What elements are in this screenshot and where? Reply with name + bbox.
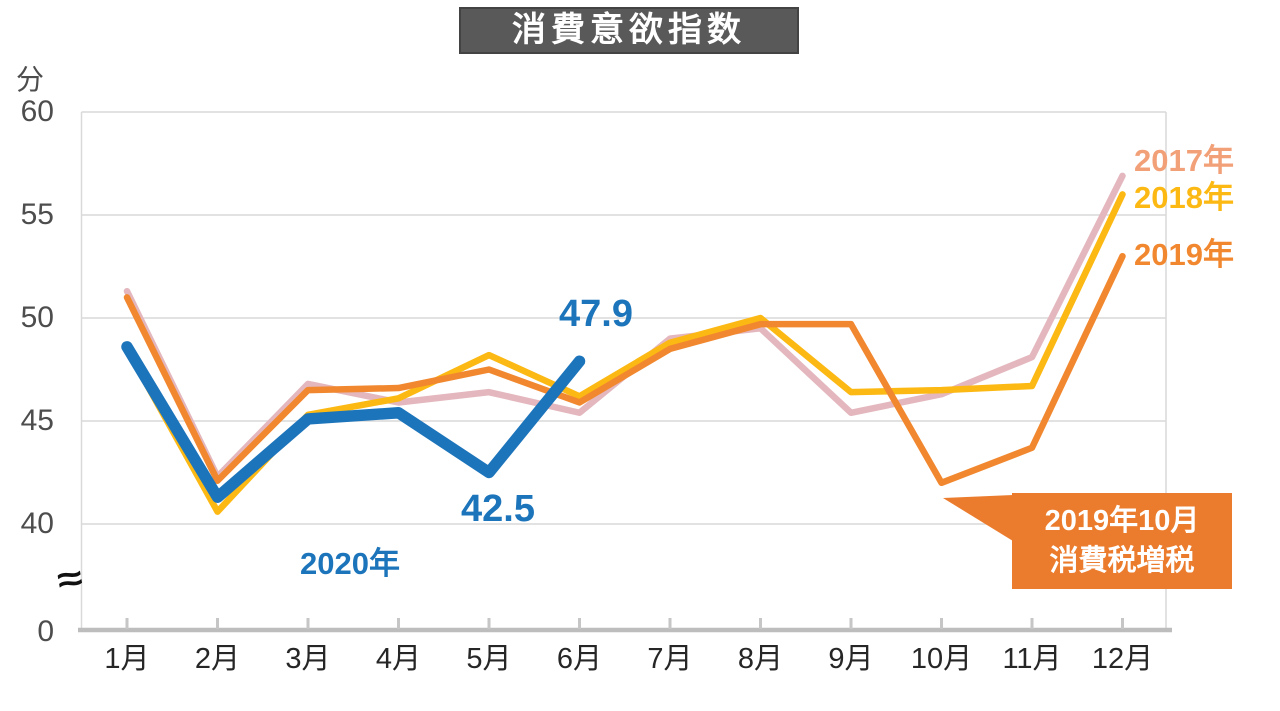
legend-2019: 2019年 [1134,237,1234,272]
x-axis-label-9: 9月 [828,643,874,675]
legend-2017: 2017年 [1134,143,1234,178]
x-axis-label-1: 1月 [104,643,150,675]
y-axis-label-50: 50 [20,301,54,334]
x-axis-label-6: 6月 [556,643,603,675]
x-axis-label-5: 5月 [466,643,512,675]
x-axis-label-4: 4月 [375,643,422,675]
series-line-2019 [123,252,1126,487]
callout-line1: 2019年10月 [1044,505,1200,537]
series-line-2020 [121,341,586,503]
point-label-may-2020: 42.5 [461,488,535,530]
y-axis-label-45: 45 [20,404,54,437]
y-axis-label-60: 60 [20,95,54,128]
x-axis-label-3: 3月 [285,643,331,675]
chart-title: 消費意欲指数 [459,7,799,54]
x-axis-label-8: 8月 [737,643,784,675]
x-axis-label-12: 12月 [1091,643,1154,675]
series-line-2018 [123,191,1126,515]
y-axis-unit-label: 分 [16,64,45,95]
point-label-june-2020: 47.9 [559,293,633,335]
legend-2018: 2018年 [1134,180,1234,215]
tax-increase-callout: 2019年10月 消費税増税 [1012,493,1232,589]
x-axis-label-7: 7月 [647,643,693,675]
callout-arrow [943,495,1013,541]
y-axis-label-40: 40 [20,507,54,540]
x-axis-label-2: 2月 [194,643,241,675]
x-axis-label-11: 11月 [1002,643,1062,675]
callout-line2: 消費税増税 [1049,545,1195,577]
y-axis-label-0: 0 [37,615,54,648]
y-axis-label-55: 55 [20,198,54,231]
legend-2020: 2020年 [300,546,400,581]
x-axis-label-10: 10月 [910,643,973,675]
